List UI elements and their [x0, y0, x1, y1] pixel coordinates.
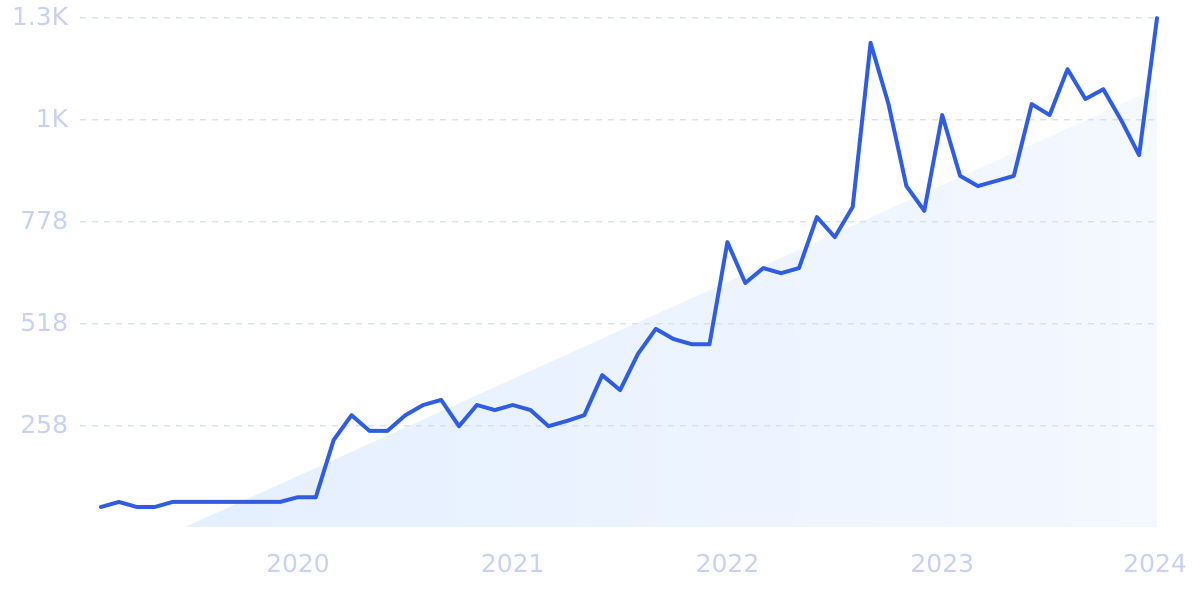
y-tick-label: 518: [20, 308, 68, 337]
series-line: [99, 16, 1159, 509]
trend-area: [185, 88, 1157, 527]
x-tick-label: 2022: [696, 549, 760, 578]
x-tick-label: 2024: [1123, 549, 1187, 578]
y-tick-label: 1.3K: [12, 2, 69, 31]
y-tick-label: 258: [20, 410, 68, 439]
x-tick-label: 2023: [910, 549, 974, 578]
x-tick-label: 2020: [266, 549, 330, 578]
y-tick-label: 1K: [36, 104, 69, 133]
y-tick-label: 778: [20, 206, 68, 235]
x-tick-label: 2021: [481, 549, 545, 578]
